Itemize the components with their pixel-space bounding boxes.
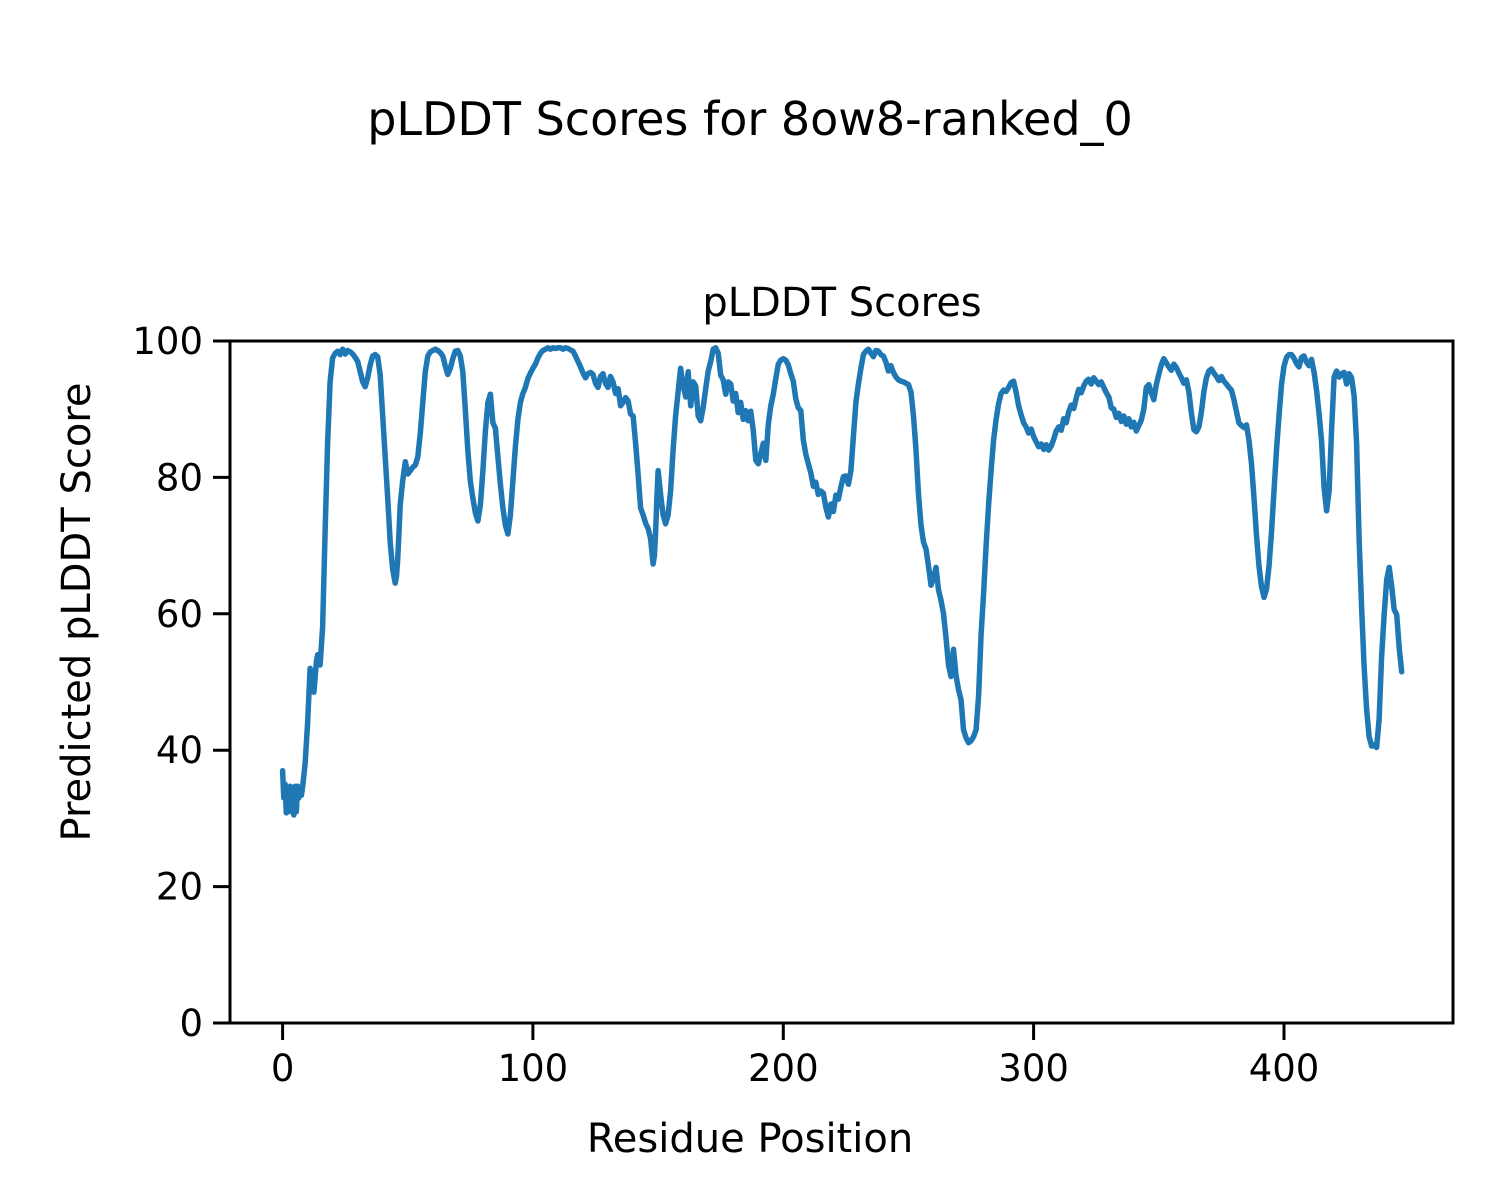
x-tick-label: 300 — [998, 1047, 1069, 1090]
figure-title: pLDDT Scores for 8ow8-ranked_0 — [367, 92, 1133, 146]
axes-title: pLDDT Scores — [702, 280, 981, 326]
y-tick-label: 80 — [156, 456, 203, 499]
y-tick-label: 20 — [156, 866, 203, 909]
x-axis-label: Residue Position — [587, 1116, 913, 1162]
y-tick-label: 60 — [156, 593, 203, 636]
plot-area: 0 100 200 300 400 0 20 40 60 80 100 — [132, 320, 1455, 1090]
x-tick-label: 0 — [271, 1047, 295, 1090]
y-tick-label: 40 — [156, 729, 203, 772]
plddt-series-line — [279, 345, 1405, 818]
x-tick-label: 100 — [498, 1047, 569, 1090]
axes-spines — [228, 339, 1455, 1025]
x-tick-label: 400 — [1249, 1047, 1320, 1090]
y-tick-label: 0 — [179, 1002, 203, 1045]
y-axis-label: Predicted pLDDT Score — [54, 383, 100, 842]
y-tick-label: 100 — [132, 320, 203, 363]
x-tick-label: 200 — [748, 1047, 819, 1090]
